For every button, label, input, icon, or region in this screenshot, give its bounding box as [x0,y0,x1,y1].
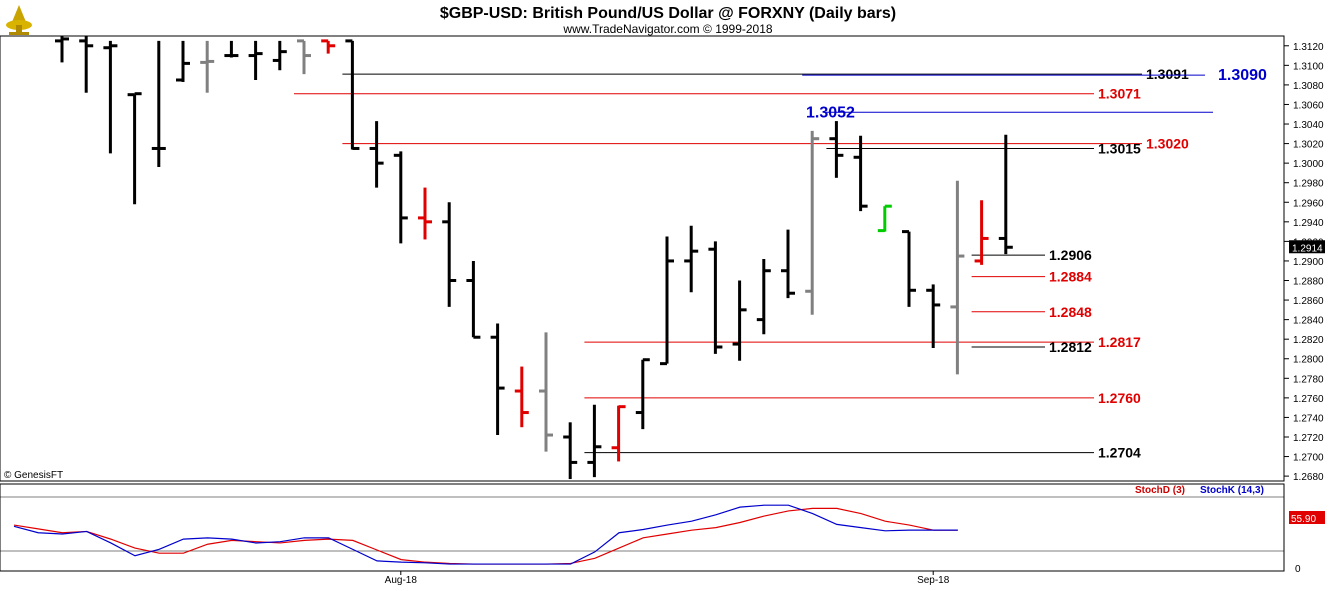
level-label: 1.2817 [1098,334,1141,350]
y-tick-label: 1.2900 [1293,257,1324,268]
y-tick-label: 1.2820 [1293,335,1324,346]
x-tick-label: Sep-18 [917,575,950,586]
chart-subtitle: www.TradeNavigator.com © 1999-2018 [562,22,772,36]
y-tick-label: 1.2840 [1293,316,1324,327]
trade-navigator-logo-icon [2,2,36,41]
y-tick-label: 1.3100 [1293,61,1324,72]
stoch-value-label: 55.90 [1291,514,1316,525]
y-tick-label: 1.2860 [1293,296,1324,307]
y-tick-label: 1.2720 [1293,433,1324,444]
y-tick-label: 1.2680 [1293,472,1324,483]
y-tick-label: 1.2800 [1293,355,1324,366]
stoch-value-tag [1289,511,1325,524]
y-tick-label: 1.3060 [1293,100,1324,111]
stoch-line [13,507,958,565]
y-tick-label: 1.2740 [1293,413,1324,424]
last-price-label: 1.2914 [1292,243,1323,254]
price-panel-frame [0,35,1285,482]
y-tick-label: 1.3120 [1293,42,1324,53]
stoch-line [13,504,958,565]
indicator-panel-frame [0,483,1285,572]
legend-stochk: StochK (14,3) [1200,485,1264,496]
level-label: 1.3015 [1098,140,1141,156]
level-label: 1.3090 [1218,67,1267,84]
chart-title: $GBP-USD: British Pound/US Dollar @ FORX… [440,5,896,22]
level-label: 1.3020 [1146,136,1189,152]
level-label: 1.2812 [1049,339,1092,355]
last-price-tag [1289,240,1325,254]
y-tick-label: 1.2880 [1293,277,1324,288]
x-tick-label: Aug-18 [385,575,418,586]
level-label: 1.3052 [806,104,855,121]
y-tick-label: 1.3020 [1293,140,1324,151]
y-tick-label: 1.2700 [1293,453,1324,464]
y-tick-label: 1.2980 [1293,179,1324,190]
level-label: 1.2848 [1049,304,1092,320]
y-tick-label: 1.2780 [1293,374,1324,385]
y-tick-label: 1.2960 [1293,198,1324,209]
level-label: 1.3071 [1098,86,1141,102]
level-label: 1.2760 [1098,390,1141,406]
y-tick-label: 1.3080 [1293,81,1324,92]
level-label: 1.2704 [1098,445,1141,461]
stoch-axis-label: 0 [1295,564,1301,575]
level-label: 1.2906 [1049,247,1092,263]
y-tick-label: 1.3040 [1293,120,1324,131]
legend-stochd: StochD (3) [1135,485,1185,496]
level-label: 1.3091 [1146,66,1189,82]
y-tick-label: 1.3000 [1293,159,1324,170]
genesis-credit: © GenesisFT [4,470,63,481]
y-tick-label: 1.2760 [1293,394,1324,405]
level-label: 1.2884 [1049,269,1092,285]
y-tick-label: 1.2940 [1293,218,1324,229]
